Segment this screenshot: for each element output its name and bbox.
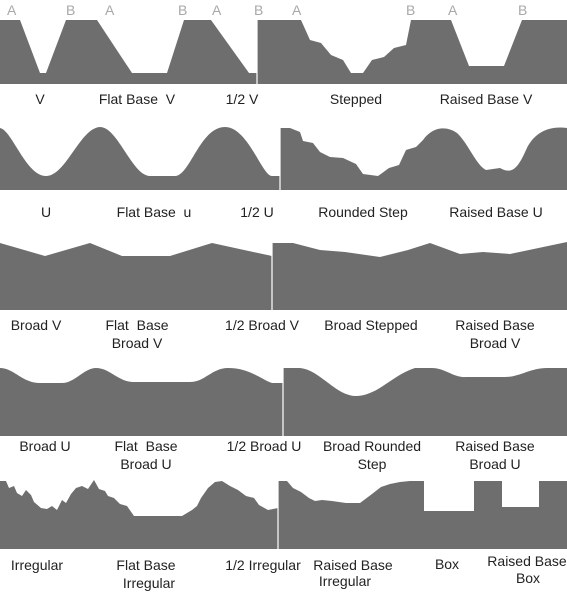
- marker-b-3: B: [254, 2, 263, 18]
- caption-flat-base-u: Flat Base u: [117, 204, 192, 220]
- profile-u: [0, 127, 567, 190]
- caption-flat-base-broad-v: Flat Base Broad V: [105, 317, 168, 351]
- marker-a-1: A: [7, 2, 17, 18]
- profile-row-broad-u: Broad U Flat Base Broad U 1/2 Broad U Bro…: [0, 367, 567, 472]
- caption-flat-base-irregular: Flat Base Irregular: [116, 557, 175, 591]
- caption-raised-base-irregular: Raised Base Irregular: [313, 557, 393, 589]
- caption-stepped: Stepped: [330, 91, 382, 107]
- profile-row-u: U Flat Base u 1/2 U Rounded Step Raised …: [0, 127, 567, 220]
- caption-irregular: Irregular: [11, 557, 63, 573]
- profile-row-broad-v: Broad V Flat Base Broad V 1/2 Broad V Bro…: [0, 242, 567, 351]
- caption-rounded-step: Rounded Step: [318, 204, 408, 220]
- caption-flat-base-broad-u: Flat Base Broad U: [114, 438, 177, 472]
- caption-raised-base-broad-v: Raised Base Broad V: [455, 317, 535, 351]
- caption-broad-stepped: Broad Stepped: [324, 317, 417, 333]
- caption-half-u: 1/2 U: [240, 204, 273, 220]
- caption-broad-v: Broad V: [11, 317, 62, 333]
- caption-raised-base-box: Raised Base Box: [487, 553, 567, 586]
- caption-raised-base-broad-u: Raised Base Broad U: [455, 438, 535, 472]
- caption-broad-rounded-step: Broad Rounded Step: [323, 438, 421, 472]
- caption-half-irregular: 1/2 Irregular: [225, 557, 301, 573]
- profile-v: [0, 20, 567, 84]
- marker-b-5: B: [518, 2, 527, 18]
- profile-row-v: A B A B A B A B A B V Flat Base V 1/2 V …: [0, 2, 567, 107]
- marker-b-4: B: [406, 2, 415, 18]
- caption-half-v: 1/2 V: [226, 91, 259, 107]
- caption-flat-base-v: Flat Base V: [99, 91, 176, 107]
- marker-b-2: B: [178, 2, 187, 18]
- profile-broad-v: [0, 242, 567, 310]
- caption-broad-u: Broad U: [19, 438, 70, 454]
- marker-a-2: A: [105, 2, 115, 18]
- caption-v: V: [35, 91, 45, 107]
- caption-raised-base-v: Raised Base V: [440, 91, 533, 107]
- caption-half-broad-u: 1/2 Broad U: [227, 438, 302, 454]
- caption-raised-base-u: Raised Base U: [449, 204, 542, 220]
- marker-a-5: A: [448, 2, 458, 18]
- marker-a-4: A: [292, 2, 302, 18]
- caption-u: U: [41, 204, 51, 220]
- profile-row-irregular: Irregular Flat Base Irregular 1/2 Irregul…: [0, 480, 567, 591]
- caption-box: Box: [435, 556, 459, 572]
- profile-irregular: [0, 480, 567, 549]
- caption-half-broad-v: 1/2 Broad V: [225, 317, 300, 333]
- marker-a-3: A: [212, 2, 222, 18]
- marker-b-1: B: [66, 2, 75, 18]
